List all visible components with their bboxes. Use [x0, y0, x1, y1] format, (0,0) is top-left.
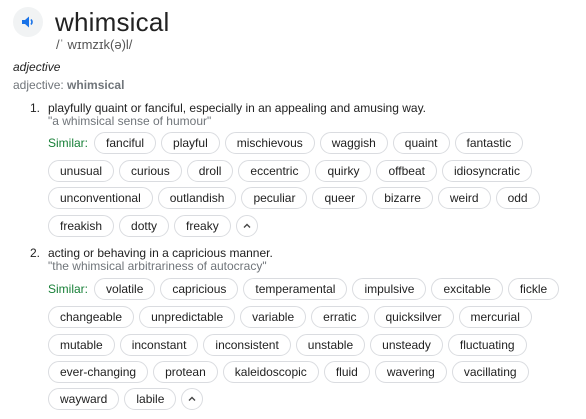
synonym-chip[interactable]: variable: [240, 306, 307, 328]
synonym-chip[interactable]: idiosyncratic: [441, 160, 532, 182]
part-of-speech-line: adjective: whimsical: [13, 78, 124, 92]
word-header: whimsical: [13, 6, 169, 38]
synonym-chip[interactable]: peculiar: [241, 187, 308, 209]
synonym-chip[interactable]: unpredictable: [139, 306, 236, 328]
synonym-row: changeable unpredictable variable errati…: [48, 306, 537, 328]
synonym-chip[interactable]: droll: [186, 160, 234, 182]
synonym-chip[interactable]: quirky: [315, 160, 372, 182]
sense-example: "the whimsical arbitrariness of autocrac…: [48, 259, 267, 273]
synonym-chip[interactable]: eccentric: [238, 160, 311, 182]
sense-number: 2.: [30, 246, 41, 260]
synonym-chip[interactable]: excitable: [431, 278, 503, 300]
synonym-chip[interactable]: wayward: [48, 388, 120, 410]
synonym-chip[interactable]: fanciful: [94, 132, 157, 154]
pos-prefix: adjective:: [13, 78, 64, 92]
synonym-chip[interactable]: mercurial: [458, 306, 532, 328]
synonym-chip[interactable]: freakish: [48, 215, 115, 237]
similar-row: Similar: volatile capricious temperament…: [48, 278, 564, 300]
synonym-chip[interactable]: inconsistent: [203, 334, 291, 356]
synonym-chip[interactable]: fluid: [323, 361, 370, 383]
pos-word: whimsical: [67, 78, 125, 92]
part-of-speech: adjective: [13, 60, 61, 74]
pronunciation-button[interactable]: [13, 7, 43, 37]
synonym-chip[interactable]: volatile: [94, 278, 156, 300]
synonym-chip[interactable]: changeable: [48, 306, 135, 328]
synonym-chip[interactable]: bizarre: [372, 187, 433, 209]
synonym-chip[interactable]: fickle: [507, 278, 560, 300]
synonym-chip[interactable]: wavering: [374, 361, 447, 383]
chevron-up-icon: [243, 223, 251, 228]
speaker-icon: [22, 16, 33, 28]
synonym-chip[interactable]: temperamental: [243, 278, 348, 300]
similar-row: Similar: fanciful playful mischievous wa…: [48, 132, 528, 154]
collapse-synonyms-button[interactable]: [181, 388, 204, 410]
synonym-chip[interactable]: kaleidoscopic: [222, 361, 319, 383]
synonym-chip[interactable]: weird: [437, 187, 491, 209]
synonym-chip[interactable]: mischievous: [224, 132, 315, 154]
sense-example: "a whimsical sense of humour": [48, 114, 212, 128]
synonym-chip[interactable]: unusual: [48, 160, 115, 182]
sense-definition: playfully quaint or fanciful, especially…: [48, 101, 427, 115]
similar-label: Similar:: [48, 136, 89, 150]
synonym-chip[interactable]: curious: [119, 160, 182, 182]
synonym-chip[interactable]: erratic: [311, 306, 369, 328]
synonym-chip[interactable]: offbeat: [376, 160, 437, 182]
similar-label: Similar:: [48, 282, 89, 296]
synonym-chip[interactable]: outlandish: [157, 187, 237, 209]
synonym-chip[interactable]: playful: [161, 132, 220, 154]
synonym-chip[interactable]: waggish: [319, 132, 388, 154]
synonym-chip[interactable]: dotty: [119, 215, 170, 237]
collapse-synonyms-button[interactable]: [235, 215, 258, 237]
synonym-chip[interactable]: labile: [124, 388, 177, 410]
synonym-chip[interactable]: odd: [495, 187, 540, 209]
synonym-chip[interactable]: freaky: [174, 215, 231, 237]
sense-number: 1.: [30, 101, 41, 115]
synonym-chip[interactable]: protean: [153, 361, 218, 383]
synonym-row: unusual curious droll eccentric quirky o…: [48, 160, 537, 182]
synonym-row: wayward labile: [48, 388, 204, 410]
phonetic-spelling: /ˈ wɪmzɪk(ə)l/: [56, 37, 133, 52]
synonym-chip[interactable]: inconstant: [119, 334, 199, 356]
synonym-chip[interactable]: queer: [312, 187, 368, 209]
chevron-up-icon: [188, 396, 196, 401]
synonym-chip[interactable]: unconventional: [48, 187, 153, 209]
sense-definition: acting or behaving in a capricious manne…: [48, 246, 273, 260]
synonym-row: ever-changing protean kaleidoscopic flui…: [48, 361, 534, 383]
synonym-chip[interactable]: unstable: [295, 334, 366, 356]
synonym-chip[interactable]: impulsive: [352, 278, 427, 300]
synonym-row: unconventional outlandish peculiar queer…: [48, 187, 545, 209]
synonym-chip[interactable]: fluctuating: [447, 334, 527, 356]
synonym-row: freakish dotty freaky: [48, 215, 258, 237]
synonym-row: mutable inconstant inconsistent unstable…: [48, 334, 532, 356]
synonym-chip[interactable]: quaint: [392, 132, 450, 154]
synonym-chip[interactable]: capricious: [160, 278, 239, 300]
synonym-chip[interactable]: mutable: [48, 334, 115, 356]
synonym-chip[interactable]: vacillating: [451, 361, 529, 383]
synonym-chip[interactable]: fantastic: [454, 132, 524, 154]
headword: whimsical: [55, 6, 170, 37]
synonym-chip[interactable]: ever-changing: [48, 361, 149, 383]
synonym-chip[interactable]: quicksilver: [373, 306, 454, 328]
synonym-chip[interactable]: unsteady: [370, 334, 443, 356]
